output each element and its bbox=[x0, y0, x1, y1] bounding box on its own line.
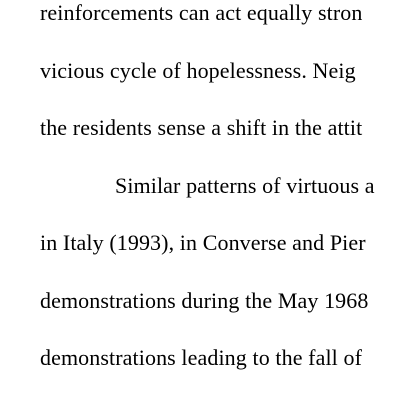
text-line: reinforcements can act equally stron bbox=[40, 0, 363, 25]
text-line: demonstrations during the May 1968 bbox=[40, 288, 369, 313]
text-line: the residents sense a shift in the attit bbox=[40, 115, 363, 140]
text-line: demonstrations leading to the fall of bbox=[40, 345, 363, 370]
text-line: in Italy (1993), in Converse and Pier bbox=[40, 230, 366, 255]
text-line: vicious cycle of hopelessness. Neig bbox=[40, 58, 356, 83]
paragraph-first-line: Similar patterns of virtuous a bbox=[115, 173, 375, 198]
